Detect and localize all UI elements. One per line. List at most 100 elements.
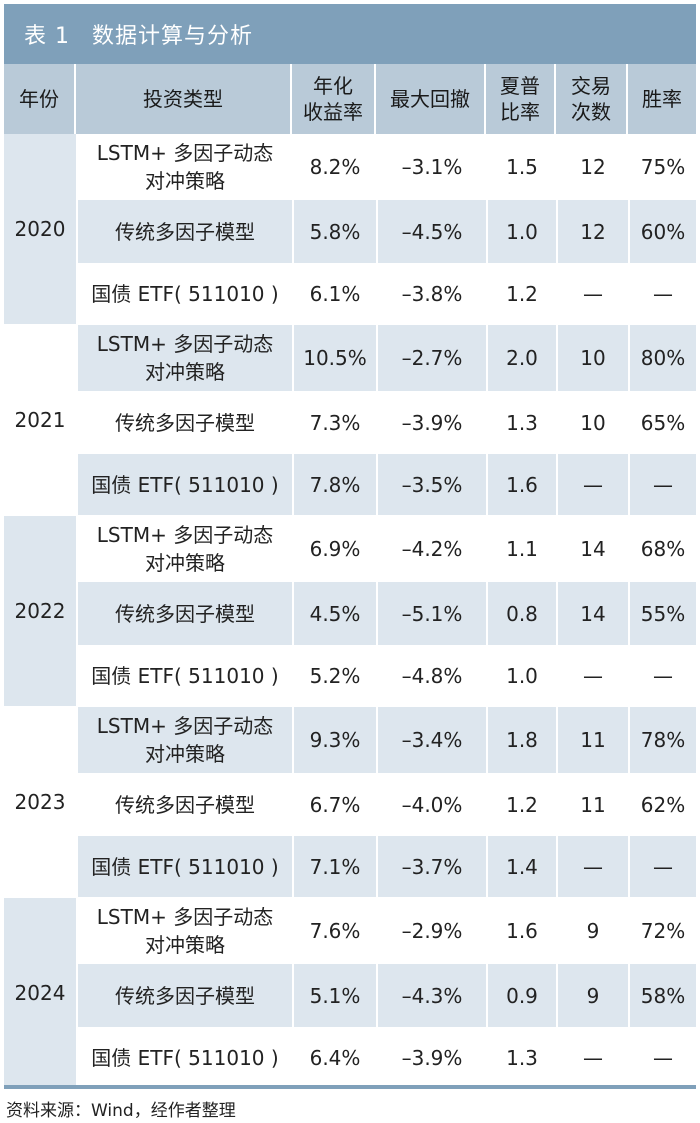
row-return: 9.3% [292, 707, 376, 773]
row-type: 国债 ETF( 511010 ) [76, 263, 292, 324]
table-title-bar: 表 1 数据计算与分析 [4, 4, 696, 64]
row-winrate: 65% [628, 391, 696, 454]
row-trades: 10 [556, 391, 628, 454]
row-type: LSTM+ 多因子动态 对冲策略 [76, 707, 292, 773]
row-drawdown: –3.9% [376, 1027, 486, 1088]
table-header: 年份 投资类型 年化 收益率 最大回撤 夏普 比率 交易 次数 胜率 [4, 64, 696, 134]
row-return: 6.7% [292, 773, 376, 836]
row-trades: 12 [556, 200, 628, 263]
header-type: 投资类型 [76, 64, 292, 134]
row-trades: 14 [556, 582, 628, 645]
row-sharpe: 2.0 [486, 325, 556, 391]
row-trades: 9 [556, 964, 628, 1027]
table-row: 传统多因子模型 5.8% –4.5% 1.0 12 60% [76, 200, 696, 263]
row-drawdown: –4.2% [376, 516, 486, 582]
header-sharpe: 夏普 比率 [486, 64, 556, 134]
row-return: 7.3% [292, 391, 376, 454]
row-sharpe: 1.8 [486, 707, 556, 773]
row-type: 国债 ETF( 511010 ) [76, 1027, 292, 1088]
year-group: 2022 LSTM+ 多因子动态 对冲策略 6.9% –4.2% 1.1 14 68% 传统多… [4, 516, 696, 706]
row-type: 国债 ETF( 511010 ) [76, 645, 292, 706]
row-return: 7.8% [292, 454, 376, 515]
row-sharpe: 1.0 [486, 645, 556, 706]
table-row: 国债 ETF( 511010 ) 7.8% –3.5% 1.6— — [76, 454, 696, 515]
row-drawdown: –3.4% [376, 707, 486, 773]
table-row: 国债 ETF( 511010 ) 5.2% –4.8% 1.0— — [76, 645, 696, 706]
row-type: LSTM+ 多因子动态 对冲策略 [76, 325, 292, 391]
row-drawdown: –3.8% [376, 263, 486, 324]
year-group: 2023 LSTM+ 多因子动态 对冲策略 9.3% –3.4% 1.8 11 78% 传统多… [4, 707, 696, 897]
row-type: 传统多因子模型 [76, 964, 292, 1027]
row-sharpe: 1.3 [486, 1027, 556, 1088]
header-winrate: 胜率 [642, 87, 682, 111]
row-type: LSTM+ 多因子动态 对冲策略 [76, 516, 292, 582]
table-row: LSTM+ 多因子动态 对冲策略 9.3% –3.4% 1.8 11 78% [76, 707, 696, 773]
table-row: 国债 ETF( 511010 ) 6.1% –3.8% 1.2— — [76, 263, 696, 324]
row-type: 传统多因子模型 [76, 773, 292, 836]
row-type: 传统多因子模型 [76, 200, 292, 263]
header-year: 年份 [4, 64, 76, 134]
row-return: 7.6% [292, 898, 376, 964]
year-cell: 2023 [4, 707, 76, 897]
row-return: 4.5% [292, 582, 376, 645]
row-sharpe: 1.4 [486, 836, 556, 897]
row-sharpe: 1.2 [486, 263, 556, 324]
row-trades: — [556, 836, 628, 897]
row-winrate: 55% [628, 582, 696, 645]
table-bottom-rule [4, 1085, 696, 1089]
row-trades: 12 [556, 134, 628, 200]
row-winrate: 68% [628, 516, 696, 582]
row-trades: 11 [556, 707, 628, 773]
source-note: 资料来源：Wind，经作者整理 [6, 1101, 236, 1121]
row-return: 5.8% [292, 200, 376, 263]
row-return: 6.9% [292, 516, 376, 582]
row-sharpe: 0.9 [486, 964, 556, 1027]
row-drawdown: –3.9% [376, 391, 486, 454]
row-winrate: 72% [628, 898, 696, 964]
row-return: 5.2% [292, 645, 376, 706]
row-trades: 9 [556, 898, 628, 964]
row-winrate: 60% [628, 200, 696, 263]
row-return: 8.2% [292, 134, 376, 200]
row-winrate: — [628, 836, 696, 897]
row-winrate: 80% [628, 325, 696, 391]
table-title: 数据计算与分析 [92, 24, 254, 49]
row-return: 6.4% [292, 1027, 376, 1088]
table-row: LSTM+ 多因子动态 对冲策略 8.2% –3.1% 1.5 12 75% [76, 134, 696, 200]
row-winrate: 78% [628, 707, 696, 773]
year-group: 2020 LSTM+ 多因子动态 对冲策略 8.2% –3.1% 1.5 12 75% 传统多… [4, 134, 696, 324]
row-trades: 14 [556, 516, 628, 582]
row-type: LSTM+ 多因子动态 对冲策略 [76, 134, 292, 200]
row-winrate: 58% [628, 964, 696, 1027]
row-sharpe: 1.6 [486, 454, 556, 515]
year-cell: 2024 [4, 898, 76, 1088]
row-winrate: — [628, 263, 696, 324]
row-drawdown: –4.8% [376, 645, 486, 706]
table-row: 国债 ETF( 511010 ) 6.4% –3.9% 1.3— — [76, 1027, 696, 1088]
row-trades: — [556, 645, 628, 706]
header-drawdown: 最大回撤 [376, 64, 486, 134]
header-trades: 交易 次数 [556, 64, 628, 134]
row-trades: 11 [556, 773, 628, 836]
table-row: 传统多因子模型 7.3% –3.9% 1.3 10 65% [76, 391, 696, 454]
row-sharpe: 0.8 [486, 582, 556, 645]
table-row: LSTM+ 多因子动态 对冲策略 10.5% –2.7% 2.0 10 80% [76, 325, 696, 391]
row-trades: 10 [556, 325, 628, 391]
row-drawdown: –4.3% [376, 964, 486, 1027]
row-sharpe: 1.5 [486, 134, 556, 200]
row-type: 国债 ETF( 511010 ) [76, 836, 292, 897]
row-drawdown: –3.7% [376, 836, 486, 897]
year-cell: 2021 [4, 325, 76, 515]
row-type: 传统多因子模型 [76, 391, 292, 454]
table-row: 传统多因子模型 6.7% –4.0% 1.2 11 62% [76, 773, 696, 836]
row-trades: — [556, 263, 628, 324]
row-sharpe: 1.1 [486, 516, 556, 582]
table-row: LSTM+ 多因子动态 对冲策略 7.6% –2.9% 1.6 9 72% [76, 898, 696, 964]
row-drawdown: –2.9% [376, 898, 486, 964]
row-return: 10.5% [292, 325, 376, 391]
row-drawdown: –2.7% [376, 325, 486, 391]
year-cell: 2020 [4, 134, 76, 324]
row-drawdown: –3.1% [376, 134, 486, 200]
row-winrate: — [628, 1027, 696, 1088]
row-winrate: 75% [628, 134, 696, 200]
